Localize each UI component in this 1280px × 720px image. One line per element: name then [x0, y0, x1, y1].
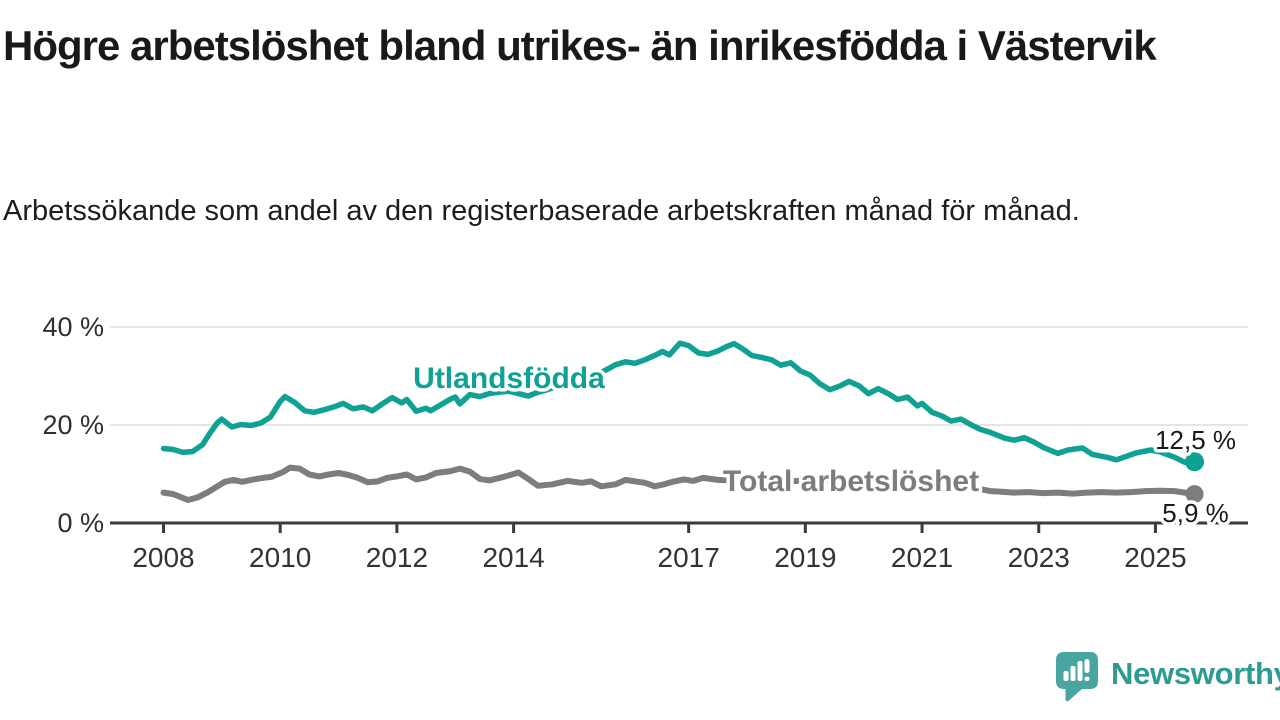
- y-axis-tick-label: 20 %: [42, 410, 104, 440]
- y-axis-tick-label: 0 %: [57, 508, 104, 538]
- series-end-dot: [1185, 452, 1205, 472]
- newsworthy-logo: Newsworthy: [1056, 652, 1280, 702]
- y-axis-tick-label: 40 %: [42, 312, 104, 342]
- series-end-value-label: 12,5 %: [1155, 425, 1236, 455]
- bar-chart-speech-bubble-icon: [1056, 652, 1098, 702]
- series-end-value-label: 5,9 %: [1162, 498, 1229, 528]
- series-line-utlandsfodda: [160, 340, 1198, 465]
- series-line-total-arbetsloshet: [160, 464, 1198, 503]
- series-end-dot: [1185, 485, 1204, 504]
- page-title: Högre arbetslöshet bland utrikes- än inr…: [3, 22, 1157, 69]
- x-axis-tick-label: 2008: [132, 542, 194, 573]
- series-label-total-arbetsloshet: Total arbetslöshet: [723, 465, 979, 498]
- series-label-utlandsfodda: Utlandsfödda: [413, 362, 605, 395]
- x-axis-tick-label: 2019: [774, 542, 836, 573]
- x-axis-tick-label: 2017: [658, 542, 720, 573]
- chart-subtitle: Arbetssökande som andel av den registerb…: [3, 195, 1080, 227]
- x-axis-tick-label: 2010: [249, 542, 311, 573]
- logo-text: Newsworthy: [1111, 656, 1280, 691]
- x-axis-tick-label: 2025: [1124, 542, 1186, 573]
- x-axis-tick-label: 2012: [366, 542, 428, 573]
- x-axis-tick-label: 2014: [482, 542, 544, 573]
- x-axis-tick-label: 2021: [891, 542, 953, 573]
- x-axis-tick-label: 2023: [1008, 542, 1070, 573]
